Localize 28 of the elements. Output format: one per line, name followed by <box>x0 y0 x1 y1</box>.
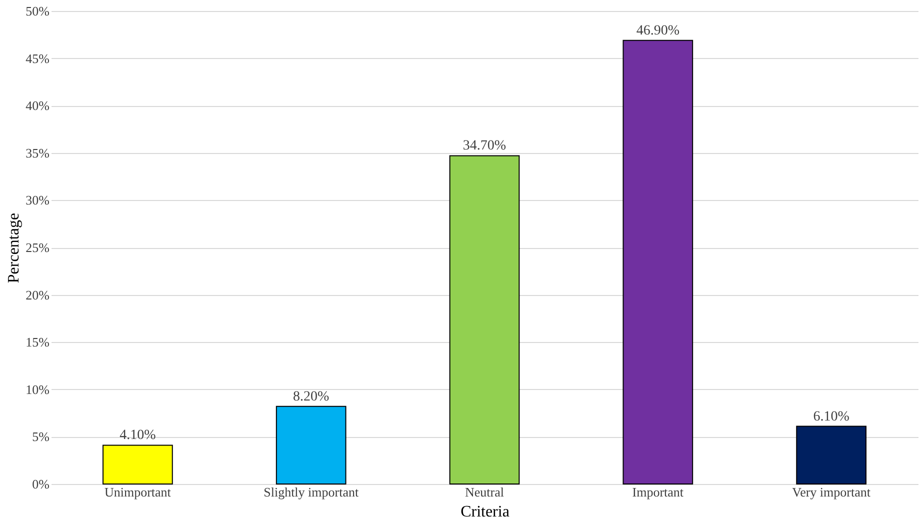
bar <box>796 426 866 484</box>
y-tick-label: 45% <box>26 50 50 66</box>
y-tick-label: 35% <box>26 145 50 160</box>
x-axis-title: Criteria <box>460 504 510 520</box>
y-tick-label: 15% <box>26 334 50 350</box>
y-tick-label: 5% <box>32 429 50 444</box>
data-label: 6.10% <box>813 409 850 424</box>
data-label: 46.90% <box>636 23 680 38</box>
x-tick-label: Slightly important <box>264 484 359 500</box>
x-tick-label: Unimportant <box>104 484 172 500</box>
y-tick-label: 10% <box>26 382 50 397</box>
bar <box>622 40 694 484</box>
y-tick-label: 20% <box>26 287 50 302</box>
bar <box>449 155 520 484</box>
x-tick-label: Important <box>632 484 684 500</box>
bar <box>276 406 346 484</box>
y-tick-label: 30% <box>26 192 50 208</box>
data-label: 4.10% <box>120 428 156 444</box>
y-tick-label: 0% <box>32 476 50 492</box>
y-tick-label: 40% <box>26 98 50 114</box>
y-tick-label: 50% <box>26 4 50 18</box>
y-axis-title: Percentage <box>6 212 23 284</box>
data-label: 34.70% <box>462 138 506 154</box>
y-tick-label: 25% <box>26 240 50 255</box>
x-tick-label: Very important <box>792 484 871 500</box>
bar <box>102 444 173 484</box>
data-label: 8.20% <box>293 389 330 404</box>
x-tick-label: Neutral <box>465 484 504 500</box>
